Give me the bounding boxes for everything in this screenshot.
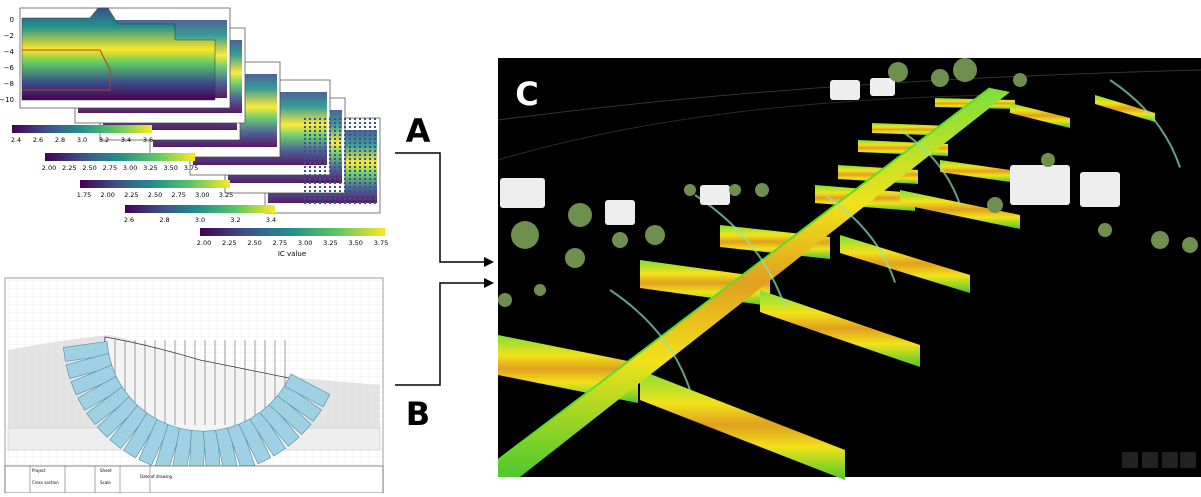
colorbar-tick-label: 2.50 bbox=[148, 191, 162, 199]
colorbar-label: IC value bbox=[278, 250, 306, 258]
colorbar-tick-label: 2.50 bbox=[247, 239, 261, 247]
colorbar-tick-label: 2.00 bbox=[197, 239, 211, 247]
colorbar-tick-label: 2.4 bbox=[11, 136, 21, 144]
colorbar-tick-label: 3.25 bbox=[219, 191, 233, 199]
tree bbox=[534, 284, 546, 296]
title-block-text: Cross section bbox=[32, 480, 59, 485]
colorbar-tick-label: 3.4 bbox=[266, 216, 276, 224]
colorbar-tick-label: 2.50 bbox=[82, 164, 96, 172]
colorbar-tick-label: 3.6 bbox=[143, 136, 153, 144]
3d-model-view bbox=[498, 58, 1201, 480]
colorbar-tick-label: 3.50 bbox=[163, 164, 177, 172]
colorbar-tick-label: 3.00 bbox=[298, 239, 312, 247]
colorbar-tick-label: 3.00 bbox=[123, 164, 137, 172]
arrows: A B bbox=[395, 112, 494, 433]
figure: 0 −2 −4 −6 −8 −10 2.4 2.6 2.8 3.0 3.2 3.4 3.6 2.00 2.2… bbox=[0, 0, 1201, 493]
cross-section-drawing: Project Sheet Date of drawing Cross section… bbox=[5, 278, 383, 493]
view-control bbox=[1142, 452, 1158, 468]
colorbar-tick-label: 3.75 bbox=[374, 239, 388, 247]
tree bbox=[612, 232, 628, 248]
y-tick-label: −10 bbox=[0, 96, 14, 104]
arrow-head bbox=[484, 257, 494, 267]
tree bbox=[888, 62, 908, 82]
arrow-a bbox=[395, 153, 484, 262]
title-block-text: Sheet bbox=[100, 468, 112, 473]
ic-charts: 0 −2 −4 −6 −8 −10 2.4 2.6 2.8 3.0 3.2 3.4 3.6 2.00 2.2… bbox=[0, 8, 388, 258]
tree bbox=[729, 184, 741, 196]
tree bbox=[755, 183, 769, 197]
title-block-text: Scale bbox=[100, 480, 111, 485]
panel-label: B bbox=[406, 395, 430, 433]
colorbar-tick-label: 2.25 bbox=[222, 239, 236, 247]
arrow-head bbox=[484, 278, 494, 288]
tree bbox=[1182, 237, 1198, 253]
y-tick-label: −8 bbox=[4, 80, 14, 88]
colorbar-tick-label: 3.2 bbox=[230, 216, 240, 224]
colorbar-tick-label: 3.25 bbox=[143, 164, 157, 172]
colorbar-tick-label: 3.25 bbox=[323, 239, 337, 247]
tree bbox=[498, 293, 512, 307]
colorbar-tick-label: 2.25 bbox=[62, 164, 76, 172]
tree bbox=[684, 184, 696, 196]
colorbar-tick-label: 2.75 bbox=[103, 164, 117, 172]
colorbar-tick-label: 2.6 bbox=[33, 136, 43, 144]
colorbar-tick-label: 3.0 bbox=[195, 216, 205, 224]
tree bbox=[1041, 153, 1055, 167]
tree bbox=[1098, 223, 1112, 237]
view-control bbox=[1180, 452, 1196, 468]
colorbar-tick-label: 2.8 bbox=[159, 216, 169, 224]
colorbar-tick-label: 1.75 bbox=[77, 191, 91, 199]
colorbar-tick-label: 2.75 bbox=[171, 191, 185, 199]
colorbar-tick-label: 2.00 bbox=[100, 191, 114, 199]
colorbar bbox=[45, 153, 195, 161]
tree bbox=[931, 69, 949, 87]
building bbox=[700, 185, 730, 205]
colorbar-tick-label: 3.00 bbox=[195, 191, 209, 199]
colorbar-tick-label: 3.75 bbox=[184, 164, 198, 172]
tree bbox=[1013, 73, 1027, 87]
colorbar-tick-label: 3.0 bbox=[77, 136, 87, 144]
y-tick-label: −2 bbox=[4, 32, 14, 40]
colorbar-tick-label: 2.8 bbox=[55, 136, 65, 144]
colorbar-tick-label: 3.50 bbox=[348, 239, 362, 247]
y-tick-label: −4 bbox=[4, 48, 15, 56]
tree bbox=[987, 197, 1003, 213]
panel-label: A bbox=[406, 112, 431, 150]
building bbox=[500, 178, 545, 208]
building bbox=[1080, 172, 1120, 207]
tree bbox=[1151, 231, 1169, 249]
building bbox=[830, 80, 860, 100]
colorbar-tick-label: 2.6 bbox=[124, 216, 134, 224]
tree bbox=[511, 221, 539, 249]
y-tick-label: 0 bbox=[10, 16, 14, 24]
colorbar-tick-label: 2.25 bbox=[124, 191, 138, 199]
colorbar-tick-label: 2.00 bbox=[42, 164, 56, 172]
tree bbox=[565, 248, 585, 268]
building bbox=[605, 200, 635, 225]
colorbar-tick-label: 2.75 bbox=[273, 239, 287, 247]
y-tick-label: −6 bbox=[4, 64, 15, 72]
view-control bbox=[1122, 452, 1138, 468]
colorbar bbox=[80, 180, 230, 188]
tree bbox=[953, 58, 977, 82]
panel-label: C bbox=[515, 75, 538, 113]
title-block-text: Project bbox=[32, 468, 46, 473]
building bbox=[1010, 165, 1070, 205]
tree bbox=[568, 203, 592, 227]
tree bbox=[645, 225, 665, 245]
title-block-text: Date of drawing bbox=[140, 474, 173, 479]
colorbar bbox=[125, 205, 275, 213]
colorbar-tick-label: 3.4 bbox=[121, 136, 131, 144]
view-control bbox=[1162, 452, 1178, 468]
title-block bbox=[5, 466, 383, 493]
viewport bbox=[498, 58, 1201, 477]
arrow-b bbox=[395, 283, 484, 385]
colorbar bbox=[200, 228, 385, 236]
colorbar bbox=[12, 125, 152, 133]
building bbox=[870, 78, 895, 96]
colorbar-tick-label: 3.2 bbox=[99, 136, 109, 144]
